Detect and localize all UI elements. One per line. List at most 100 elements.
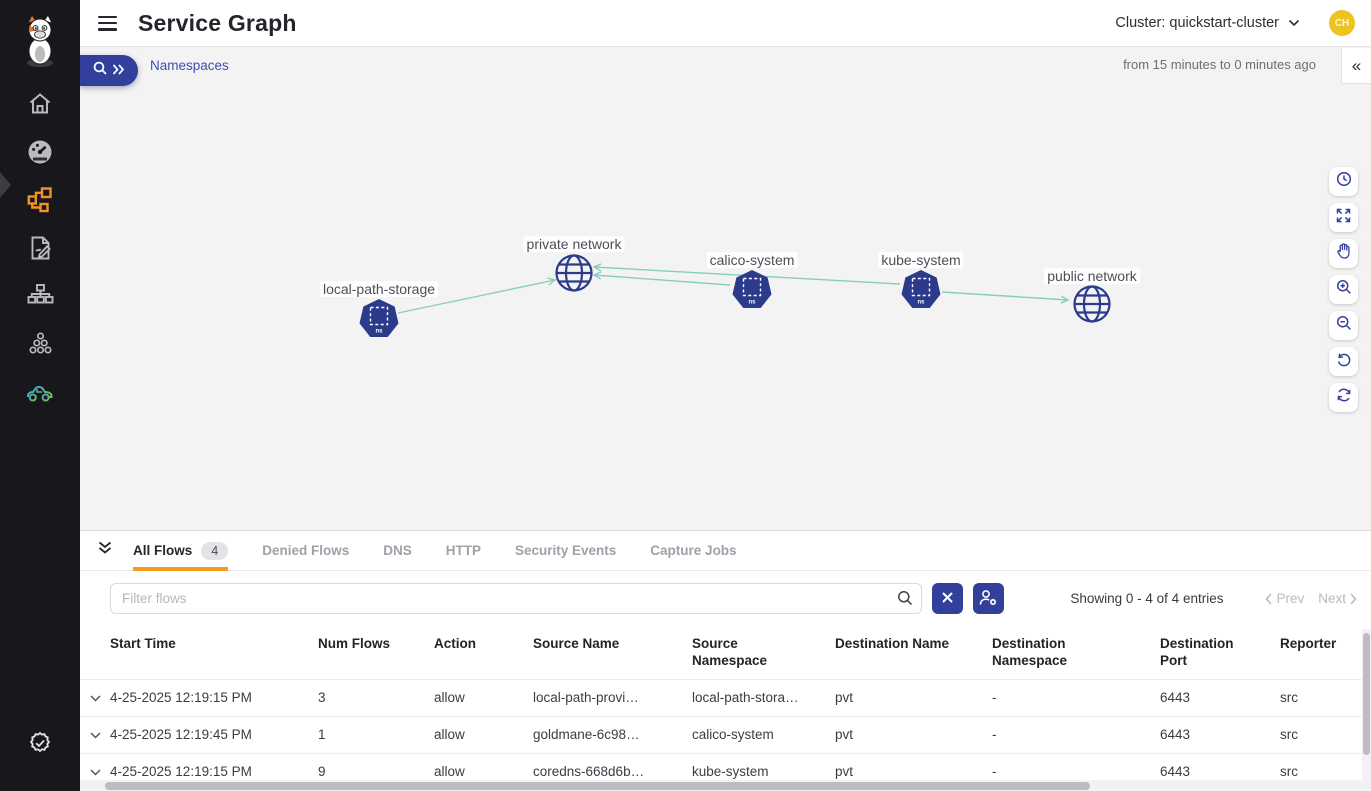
policies-icon: [28, 235, 53, 266]
cell-source-name: local-path-provi…: [533, 690, 639, 705]
time-button[interactable]: [1329, 167, 1358, 196]
col-start-time[interactable]: Start Time: [110, 636, 176, 651]
topbar-right: Cluster: quickstart-cluster CH: [1115, 10, 1355, 36]
zoom-in-icon: [1336, 279, 1352, 300]
tab-count-badge: 4: [201, 541, 229, 560]
topbar: Service Graph Cluster: quickstart-cluste…: [80, 0, 1371, 47]
sidebar-item-home[interactable]: [0, 82, 80, 130]
prev-label: Prev: [1276, 591, 1305, 606]
col-source-name[interactable]: Source Name: [533, 636, 620, 651]
graph-node-label[interactable]: calico-system: [706, 252, 798, 268]
filter-flows-input[interactable]: [110, 583, 922, 614]
undo-icon: [1336, 351, 1352, 372]
tab-capture-jobs[interactable]: Capture Jobs: [650, 531, 736, 571]
sidebar-item-compliance[interactable]: [0, 721, 80, 769]
flows-tabs: All Flows 4 Denied Flows DNS HTTP Securi…: [133, 531, 737, 571]
vertical-scrollbar-track[interactable]: [1362, 629, 1371, 791]
menu-toggle-button[interactable]: [98, 15, 117, 31]
badge-check-icon: [28, 731, 52, 760]
table-header-row: Start Time Num Flows Action Source Name …: [80, 626, 1363, 679]
page-title: Service Graph: [138, 9, 297, 36]
graph-node-public-network[interactable]: [1072, 284, 1112, 330]
calico-cat-logo[interactable]: [20, 10, 60, 74]
right-panel-expand-button[interactable]: «: [1341, 48, 1371, 84]
graph-node-private-network[interactable]: [554, 253, 594, 299]
sidebar-item-dashboard[interactable]: [0, 130, 80, 178]
flows-panel: All Flows 4 Denied Flows DNS HTTP Securi…: [80, 530, 1371, 791]
sidebar-nav: [0, 82, 80, 418]
table-row[interactable]: 4-25-2025 12:19:15 PM 9 allow coredns-66…: [80, 753, 1363, 790]
horizontal-scrollbar-thumb[interactable]: [105, 781, 1090, 790]
graph-node-calico-system[interactable]: ns: [732, 269, 772, 315]
sidebar-active-notch: [0, 172, 11, 198]
sitemap-icon: [27, 283, 54, 313]
next-label: Next: [1318, 591, 1346, 606]
sidebar-item-drive[interactable]: [0, 370, 80, 418]
fit-screen-button[interactable]: [1329, 203, 1358, 232]
panel-collapse-button[interactable]: [96, 539, 114, 562]
graph-search-button[interactable]: [80, 55, 138, 86]
col-source-namespace[interactable]: Source Namespace: [692, 636, 768, 668]
col-destination-namespace[interactable]: Destination Namespace: [992, 636, 1068, 668]
cell-destination-port: 6443: [1160, 690, 1191, 705]
col-reporter[interactable]: Reporter: [1280, 636, 1337, 651]
sidebar-item-cluster[interactable]: [0, 322, 80, 370]
tab-all-flows[interactable]: All Flows 4: [133, 531, 229, 571]
cell-destination-name: pvt: [835, 764, 854, 780]
breadcrumb[interactable]: Namespaces: [150, 58, 229, 73]
cell-start-time: 4-25-2025 12:19:15 PM: [110, 764, 252, 780]
flows-table: Start Time Num Flows Action Source Name …: [80, 626, 1363, 790]
cell-source-namespace: kube-system: [692, 764, 769, 780]
col-destination-port[interactable]: Destination Port: [1160, 636, 1234, 668]
car-icon: [25, 380, 55, 409]
tab-label: All Flows: [133, 543, 193, 558]
cluster-icon: [27, 331, 54, 361]
graph-node-label[interactable]: public network: [1044, 268, 1140, 284]
cell-source-name: coredns-668d6b…: [533, 764, 645, 780]
tab-http[interactable]: HTTP: [446, 531, 481, 571]
time-icon: [1336, 171, 1352, 192]
graph-node-label[interactable]: local-path-storage: [319, 281, 439, 297]
graph-node-local-path-storage[interactable]: ns: [359, 298, 399, 344]
zoom-in-button[interactable]: [1329, 275, 1358, 304]
next-button[interactable]: Next: [1318, 591, 1357, 606]
tab-dns[interactable]: DNS: [383, 531, 412, 571]
sidebar-item-policies[interactable]: [0, 226, 80, 274]
search-icon: [897, 590, 913, 611]
horizontal-scrollbar-track[interactable]: [80, 780, 1362, 791]
cell-start-time: 4-25-2025 12:19:45 PM: [110, 727, 252, 742]
clear-filter-button[interactable]: [932, 583, 963, 614]
double-chevron-left-icon: «: [1351, 55, 1362, 75]
dashboard-icon: [27, 139, 53, 170]
avatar[interactable]: CH: [1329, 10, 1355, 36]
cell-start-time: 4-25-2025 12:19:15 PM: [110, 690, 252, 705]
col-num-flows[interactable]: Num Flows: [318, 636, 391, 651]
tab-denied-flows[interactable]: Denied Flows: [262, 531, 349, 571]
sidebar-item-service-graph[interactable]: [0, 178, 80, 226]
undo-button[interactable]: [1329, 347, 1358, 376]
zoom-out-button[interactable]: [1329, 311, 1358, 340]
table-row[interactable]: 4-25-2025 12:19:45 PM 1 allow goldmane-6…: [80, 716, 1363, 753]
col-action[interactable]: Action: [434, 636, 476, 651]
service-graph-canvas[interactable]: ns local-path-storage ns calico-system n…: [80, 85, 1371, 530]
refresh-button[interactable]: [1329, 383, 1358, 412]
cluster-selector[interactable]: Cluster: quickstart-cluster: [1115, 15, 1300, 31]
graph-node-label[interactable]: kube-system: [878, 252, 964, 268]
subheader: Namespaces from 15 minutes to 0 minutes …: [80, 47, 1371, 86]
sidebar-item-network[interactable]: [0, 274, 80, 322]
vertical-scrollbar-thumb[interactable]: [1363, 633, 1370, 755]
cell-destination-namespace: -: [992, 764, 997, 780]
column-customize-button[interactable]: [973, 583, 1004, 614]
svg-text:ns: ns: [917, 300, 925, 306]
tab-security-events[interactable]: Security Events: [515, 531, 616, 571]
row-expand-chevron-icon[interactable]: [90, 690, 101, 705]
table-row[interactable]: 4-25-2025 12:19:15 PM 3 allow local-path…: [80, 679, 1363, 716]
pan-button[interactable]: [1329, 239, 1358, 268]
prev-button[interactable]: Prev: [1265, 591, 1304, 606]
col-destination-name[interactable]: Destination Name: [835, 636, 950, 651]
graph-node-label[interactable]: private network: [523, 236, 625, 252]
graph-edges: [397, 263, 1070, 314]
graph-node-kube-system[interactable]: ns: [901, 269, 941, 315]
row-expand-chevron-icon[interactable]: [90, 764, 101, 779]
row-expand-chevron-icon[interactable]: [90, 727, 101, 742]
